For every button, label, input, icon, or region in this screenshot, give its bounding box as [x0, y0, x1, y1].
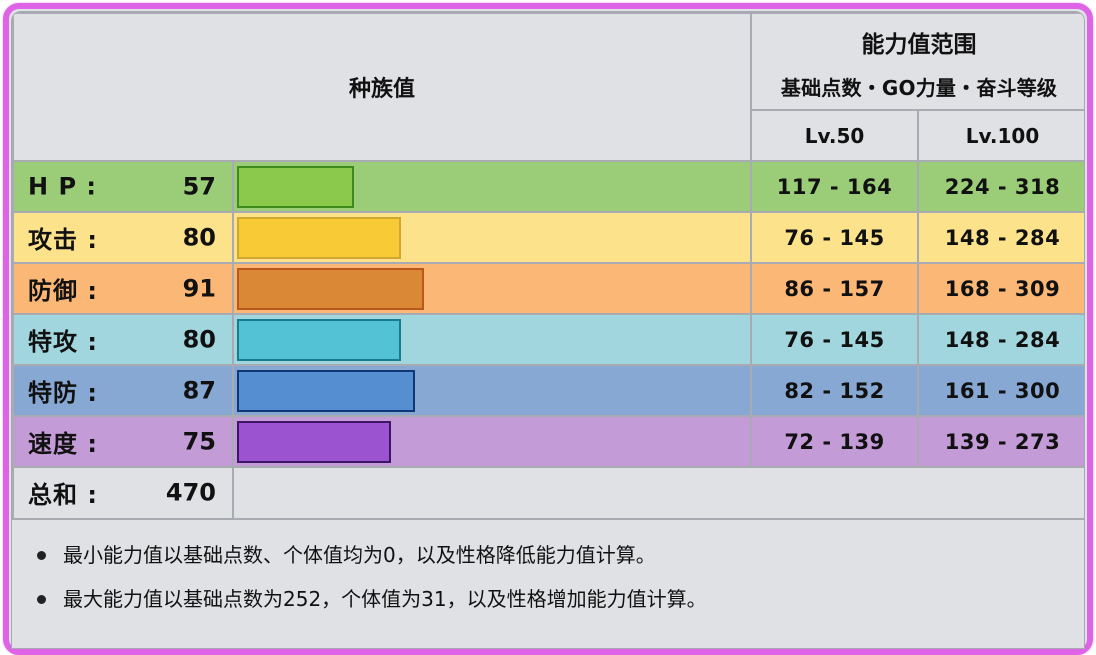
stat-range-subtitle: 基础点数・GO力量・奋斗等级: [750, 64, 1084, 111]
lv50-range: 117 - 164: [750, 160, 920, 213]
lv100-header: Lv.100: [917, 109, 1084, 162]
stat-bar: [237, 369, 415, 412]
total-label: 总和 :: [28, 480, 98, 509]
stat-row-hp: H P : 57 117 - 164 224 - 318: [12, 160, 1084, 213]
lv100-range: 148 - 284: [917, 313, 1084, 366]
stat-bar: [237, 267, 424, 310]
stat-label: 防御 :: [28, 276, 98, 305]
stat-row-attack: 攻击 : 80 76 - 145 148 - 284: [12, 211, 1084, 264]
note-item: 最大能力值以基础点数为252，个体值为31，以及性格增加能力值计算。: [35, 584, 1084, 628]
bullet-icon: [37, 595, 46, 604]
base-stats-table: 种族值 能力值范围 基础点数・GO力量・奋斗等级 Lv.50 Lv.100 H …: [12, 12, 1084, 636]
stat-row-defense: 防御 : 91 86 - 157 168 - 309: [12, 262, 1084, 315]
stat-range-header: 能力值范围: [750, 12, 1084, 64]
stat-row-speed: 速度 : 75 72 - 139 139 - 273: [12, 415, 1084, 468]
stat-label: 特防 :: [28, 378, 98, 407]
lv100-range: 168 - 309: [917, 262, 1084, 315]
lv100-range: 148 - 284: [917, 211, 1084, 264]
stat-row-sp-attack: 特攻 : 80 76 - 145 148 - 284: [12, 313, 1084, 366]
stat-value: 80: [182, 222, 216, 251]
notes-list: 最小能力值以基础点数、个体值均为0，以及性格降低能力值计算。 最大能力值以基础点…: [35, 540, 1084, 628]
stat-row-total: 总和 : 470: [12, 466, 1084, 520]
lv50-range: 82 - 152: [750, 364, 920, 417]
stat-label: H P :: [28, 171, 97, 200]
note-item: 最小能力值以基础点数、个体值均为0，以及性格降低能力值计算。: [35, 540, 1084, 584]
stat-bar: [237, 318, 401, 361]
note-text: 最大能力值以基础点数为252，个体值为31，以及性格增加能力值计算。: [63, 587, 707, 611]
stat-bar: [237, 165, 354, 208]
lv100-range: 161 - 300: [917, 364, 1084, 417]
bullet-icon: [37, 551, 46, 560]
lv50-range: 86 - 157: [750, 262, 920, 315]
stat-value: 80: [182, 324, 216, 353]
stat-value: 75: [182, 426, 216, 455]
lv50-range: 76 - 145: [750, 211, 920, 264]
total-value: 470: [165, 478, 216, 507]
stat-label: 速度 :: [28, 429, 98, 458]
lv50-range: 72 - 139: [750, 415, 920, 468]
stat-row-sp-defense: 特防 : 87 82 - 152 161 - 300: [12, 364, 1084, 417]
lv100-range: 224 - 318: [917, 160, 1084, 213]
base-stats-header: 种族值: [12, 12, 753, 162]
stat-label: 攻击 :: [28, 225, 98, 254]
stat-value: 57: [182, 171, 216, 200]
stat-bar: [237, 216, 401, 259]
stat-value: 87: [182, 375, 216, 404]
base-stats-table-wrapper: 种族值 能力值范围 基础点数・GO力量・奋斗等级 Lv.50 Lv.100 H …: [11, 11, 1085, 649]
total-empty-cell: [231, 466, 1084, 520]
stat-label: 特攻 :: [28, 327, 98, 356]
stat-bar: [237, 420, 391, 463]
lv50-header: Lv.50: [750, 109, 920, 162]
lv50-range: 76 - 145: [750, 313, 920, 366]
base-stats-panel: 种族值 能力值范围 基础点数・GO力量・奋斗等级 Lv.50 Lv.100 H …: [3, 3, 1093, 655]
notes-section: 最小能力值以基础点数、个体值均为0，以及性格降低能力值计算。 最大能力值以基础点…: [13, 518, 1084, 636]
note-text: 最小能力值以基础点数、个体值均为0，以及性格降低能力值计算。: [63, 543, 656, 567]
stat-value: 91: [182, 273, 216, 302]
lv100-range: 139 - 273: [917, 415, 1084, 468]
